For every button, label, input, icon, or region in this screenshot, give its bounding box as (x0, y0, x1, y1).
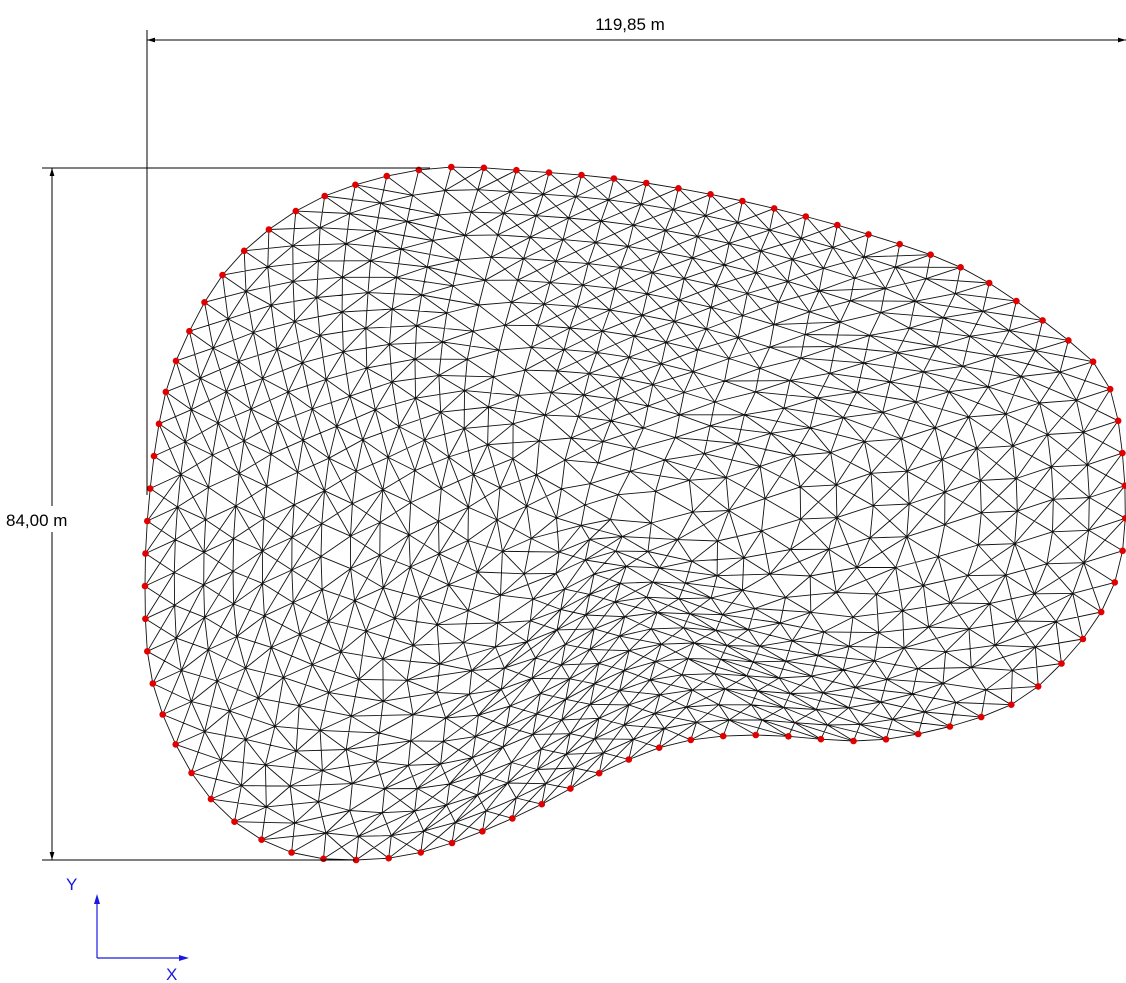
boundary-node (186, 328, 193, 335)
boundary-node (1107, 386, 1114, 393)
boundary-node (266, 226, 273, 233)
dimension-label: 119,85 m (595, 15, 665, 34)
boundary-node (172, 741, 179, 748)
boundary-node (321, 193, 328, 200)
boundary-node (509, 815, 516, 822)
boundary-node (188, 770, 195, 777)
boundary-node (865, 231, 872, 238)
boundary-node (626, 756, 633, 763)
boundary-node (927, 251, 934, 258)
axis-arrowheads (94, 894, 189, 961)
boundary-node (293, 208, 300, 215)
boundary-node (219, 272, 226, 279)
x-axis-label: X (166, 965, 177, 983)
boundary-node (385, 855, 392, 862)
boundary-node (688, 737, 695, 744)
boundary-node (1035, 683, 1042, 690)
boundary-node (753, 732, 760, 739)
boundary-node (142, 616, 149, 623)
mesh-edges (145, 167, 1125, 860)
mesh (142, 164, 1126, 864)
boundary-node (173, 358, 180, 365)
boundary-node (803, 213, 810, 220)
boundary-node (707, 191, 714, 198)
boundary-node (201, 299, 208, 306)
boundary-node (1119, 548, 1126, 555)
boundary-node (384, 173, 391, 180)
boundary-node (739, 198, 746, 205)
boundary-node (611, 175, 618, 182)
boundary-node (1115, 418, 1122, 425)
boundary-node (656, 744, 663, 751)
boundary-node (978, 714, 985, 721)
boundary-node (546, 169, 553, 176)
boundary-node (1090, 358, 1097, 365)
boundary-node (567, 785, 574, 792)
boundary-node (159, 711, 166, 718)
boundary-node (147, 485, 154, 492)
boundary-node (883, 736, 890, 743)
boundary-node (896, 241, 903, 248)
boundary-node (241, 248, 248, 255)
axis-indicator: Y X (66, 875, 189, 983)
boundary-node (834, 222, 841, 229)
boundary-node (1119, 450, 1126, 457)
boundary-node (163, 389, 170, 396)
boundary-node (481, 165, 488, 172)
y-axis-label: Y (66, 875, 77, 894)
boundary-node (643, 180, 650, 187)
boundary-node (1039, 317, 1046, 324)
boundary-node (1112, 579, 1119, 586)
boundary-node (1080, 636, 1087, 643)
boundary-node (1013, 298, 1020, 305)
boundary-node (1058, 660, 1065, 667)
boundary-node (957, 264, 964, 271)
boundary-node (320, 856, 327, 863)
boundary-node (915, 731, 922, 738)
boundary-node (208, 796, 215, 803)
boundary-node (1008, 701, 1015, 708)
boundary-node (850, 738, 857, 745)
drawing: 119,85 m 84,00 m Y X (0, 0, 1126, 983)
boundary-node (675, 185, 682, 192)
boundary-node (449, 840, 456, 847)
boundary-node (818, 736, 825, 743)
page: 119,85 m 84,00 m Y X (() => { const data… (0, 0, 1126, 983)
boundary-node (142, 583, 149, 590)
boundary-node (231, 818, 238, 825)
boundary-node (578, 172, 585, 179)
boundary-node (1098, 609, 1105, 616)
boundary-node (1065, 337, 1072, 344)
boundary-node (288, 849, 295, 856)
boundary-node (258, 836, 265, 843)
boundary-node (596, 770, 603, 777)
boundary-node (479, 828, 486, 835)
boundary-node (352, 182, 359, 189)
boundary-node (448, 164, 455, 171)
boundary-node (720, 733, 727, 740)
boundary-node (947, 723, 954, 730)
boundary-node (144, 648, 151, 655)
boundary-node (150, 680, 157, 687)
boundary-node (418, 849, 425, 856)
boundary-node (785, 733, 792, 740)
boundary-node (771, 205, 778, 212)
dimension-label: 84,00 m (6, 511, 67, 530)
boundary-node (513, 167, 520, 174)
boundary-node (1122, 482, 1126, 489)
boundary-node (144, 518, 151, 525)
boundary-node (156, 421, 163, 428)
boundary-node (986, 280, 993, 287)
boundary-node (142, 550, 149, 557)
boundary-node (151, 453, 158, 460)
boundary-node (539, 801, 546, 808)
